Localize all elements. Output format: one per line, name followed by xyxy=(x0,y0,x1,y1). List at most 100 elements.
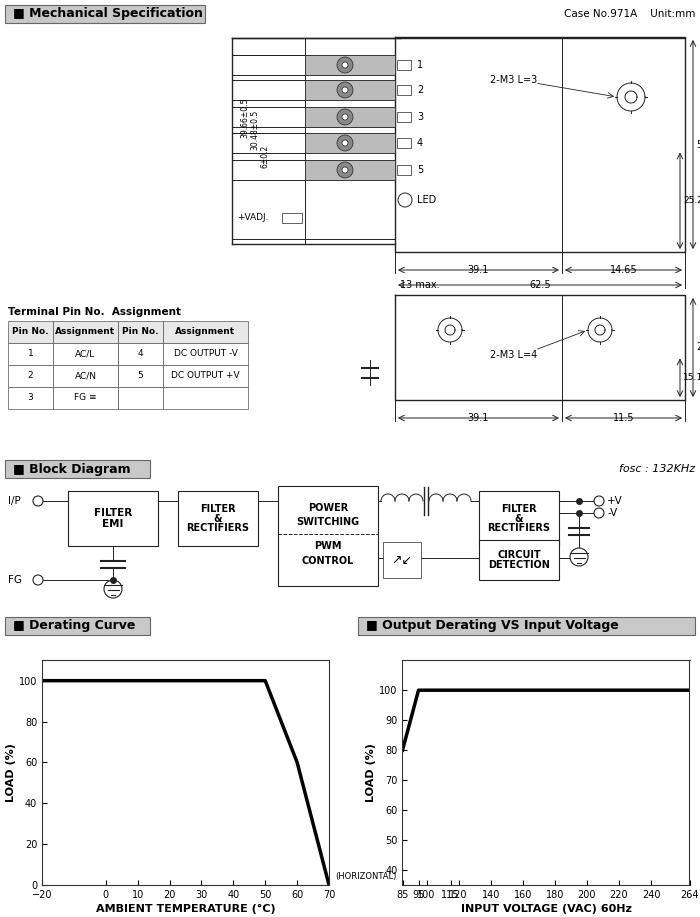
Text: CONTROL: CONTROL xyxy=(302,556,354,566)
Bar xyxy=(118,387,163,409)
Text: FG ≡: FG ≡ xyxy=(74,393,97,403)
Text: 14.65: 14.65 xyxy=(610,265,637,275)
Bar xyxy=(278,486,378,586)
Bar xyxy=(8,321,53,343)
Text: SWITCHING: SWITCHING xyxy=(296,517,360,527)
Text: DETECTION: DETECTION xyxy=(488,560,550,569)
Bar xyxy=(305,160,395,180)
Text: ■ Block Diagram: ■ Block Diagram xyxy=(13,462,131,476)
Y-axis label: LOAD (%): LOAD (%) xyxy=(367,743,377,802)
Text: 25.25: 25.25 xyxy=(683,196,700,205)
Bar xyxy=(53,387,118,409)
Bar xyxy=(397,85,411,95)
Text: Assignment: Assignment xyxy=(176,327,236,337)
Bar xyxy=(178,491,258,546)
Bar xyxy=(397,112,411,122)
Text: 6±0.2: 6±0.2 xyxy=(260,145,270,168)
Text: &: & xyxy=(514,514,524,524)
Text: -V: -V xyxy=(607,508,617,518)
Text: Pin No.: Pin No. xyxy=(122,327,159,337)
Text: Case No.971A    Unit:mm: Case No.971A Unit:mm xyxy=(564,9,695,19)
Text: FG: FG xyxy=(8,575,22,585)
Text: EMI: EMI xyxy=(102,519,124,529)
Text: FILTER: FILTER xyxy=(501,503,537,514)
Circle shape xyxy=(342,87,348,93)
Text: ■ Derating Curve: ■ Derating Curve xyxy=(13,620,135,633)
Text: 3: 3 xyxy=(27,393,34,403)
Bar xyxy=(163,387,248,409)
Bar xyxy=(8,343,53,365)
Bar xyxy=(358,617,695,635)
Text: 51: 51 xyxy=(696,139,700,149)
Text: (HORIZONTAL): (HORIZONTAL) xyxy=(335,872,397,881)
Text: 13 max.: 13 max. xyxy=(400,280,440,290)
Text: 39.1: 39.1 xyxy=(468,413,489,423)
Text: AC/N: AC/N xyxy=(74,371,97,381)
Circle shape xyxy=(337,162,353,178)
Text: 2: 2 xyxy=(417,85,424,95)
Text: fosc : 132KHz: fosc : 132KHz xyxy=(619,464,695,474)
Bar xyxy=(68,491,158,546)
Bar xyxy=(305,55,395,75)
Text: ■ Output Derating VS Input Voltage: ■ Output Derating VS Input Voltage xyxy=(366,620,619,633)
Circle shape xyxy=(337,135,353,151)
Circle shape xyxy=(33,575,43,585)
Circle shape xyxy=(104,580,122,598)
Bar xyxy=(53,321,118,343)
Bar xyxy=(163,321,248,343)
Text: ■ Mechanical Specification: ■ Mechanical Specification xyxy=(13,7,203,20)
Y-axis label: LOAD (%): LOAD (%) xyxy=(6,743,16,802)
Text: DC OUTPUT +V: DC OUTPUT +V xyxy=(172,371,240,381)
Text: +VADJ.: +VADJ. xyxy=(237,214,269,223)
Bar xyxy=(163,365,248,387)
Text: 4: 4 xyxy=(417,138,423,148)
Text: LED: LED xyxy=(417,195,436,205)
Circle shape xyxy=(342,114,348,120)
Bar xyxy=(282,213,302,223)
Bar xyxy=(305,107,395,127)
Bar xyxy=(305,80,395,100)
Text: 1: 1 xyxy=(417,60,423,70)
Text: FILTER: FILTER xyxy=(94,508,132,518)
Text: 1: 1 xyxy=(27,349,34,359)
Circle shape xyxy=(594,496,604,506)
Bar xyxy=(5,460,150,478)
Circle shape xyxy=(33,496,43,506)
Circle shape xyxy=(594,508,604,518)
Text: POWER: POWER xyxy=(308,503,348,513)
Text: 28: 28 xyxy=(696,343,700,352)
Text: &: & xyxy=(214,514,223,524)
Text: 4: 4 xyxy=(138,349,144,359)
Text: CIRCUIT: CIRCUIT xyxy=(497,550,541,560)
Text: 5: 5 xyxy=(138,371,144,381)
Text: 5: 5 xyxy=(417,165,424,175)
Bar xyxy=(383,542,421,578)
Bar xyxy=(479,540,559,580)
Text: 39.1: 39.1 xyxy=(468,265,489,275)
Text: 15.1: 15.1 xyxy=(683,373,700,382)
Text: Terminal Pin No.  Assignment: Terminal Pin No. Assignment xyxy=(8,307,181,317)
Bar xyxy=(8,365,53,387)
Text: ↗↙: ↗↙ xyxy=(391,554,412,567)
Circle shape xyxy=(337,109,353,125)
Circle shape xyxy=(342,62,348,68)
Bar xyxy=(397,138,411,148)
Text: 62.5: 62.5 xyxy=(529,280,551,290)
Text: AC/L: AC/L xyxy=(76,349,96,359)
Bar xyxy=(118,321,163,343)
Text: Pin No.: Pin No. xyxy=(13,327,49,337)
Bar xyxy=(5,5,205,23)
Bar xyxy=(397,165,411,175)
Text: 11.5: 11.5 xyxy=(612,413,634,423)
Bar xyxy=(53,365,118,387)
Text: I/P: I/P xyxy=(8,496,21,506)
Text: RECTIFIERS: RECTIFIERS xyxy=(186,524,249,534)
X-axis label: INPUT VOLTAGE (VAC) 60Hz: INPUT VOLTAGE (VAC) 60Hz xyxy=(461,904,631,914)
Bar xyxy=(5,617,150,635)
Text: 2-M3 L=3: 2-M3 L=3 xyxy=(490,75,538,85)
Bar xyxy=(163,343,248,365)
Bar xyxy=(118,343,163,365)
Text: +V: +V xyxy=(607,496,623,506)
Circle shape xyxy=(337,82,353,98)
Text: PWM: PWM xyxy=(314,541,342,551)
